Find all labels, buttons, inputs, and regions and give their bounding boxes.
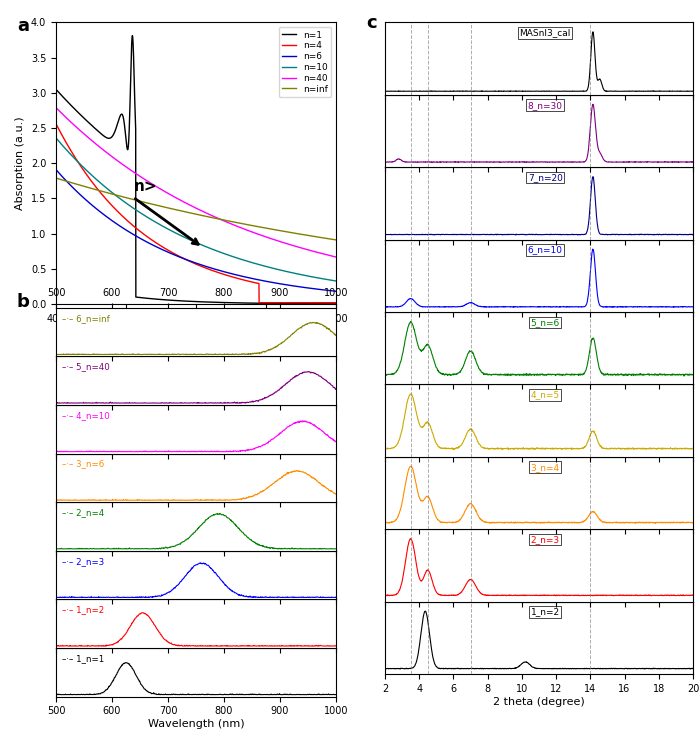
Text: –·– 3_n=6: –·– 3_n=6 [62,459,104,468]
n=4 [102,195,111,204]
n=4 [255,298,263,307]
n=10 [178,232,187,241]
Text: b: b [17,294,29,312]
Line: n=4: n=4 [56,124,336,303]
n=40 [332,252,340,261]
n=40 [52,103,60,112]
Text: 1_n=2: 1_n=2 [531,607,560,616]
Text: a: a [17,16,29,35]
n=10 [102,184,111,192]
n=6 [245,273,253,282]
n=6 [195,260,204,269]
Line: n=10: n=10 [56,138,336,281]
n=inf [245,220,253,229]
Text: 4_n=5: 4_n=5 [531,390,560,399]
n=6 [57,171,66,180]
X-axis label: Wavelength (nm): Wavelength (nm) [148,719,244,729]
n=inf [52,174,60,183]
n=6 [178,254,187,263]
Text: 7_n=20: 7_n=20 [528,173,563,182]
n=40 [314,248,322,257]
n=1 [245,299,253,308]
n=1 [314,300,322,309]
n=inf [332,235,340,244]
n=1 [332,300,340,309]
Line: n=inf: n=inf [56,178,336,240]
n=inf [178,207,187,216]
Legend: n=1, n=4, n=6, n=10, n=40, n=inf: n=1, n=4, n=6, n=10, n=40, n=inf [279,27,332,97]
n=4 [314,298,322,307]
Text: –·– 6_n=inf: –·– 6_n=inf [62,314,109,323]
Text: –·– 4_n=10: –·– 4_n=10 [62,411,109,420]
n=inf [57,175,66,184]
n=6 [314,285,322,294]
n=inf [314,232,322,241]
Text: 3_n=4: 3_n=4 [531,463,560,472]
n=4 [245,277,253,286]
Text: –·– 5_n=40: –·– 5_n=40 [62,363,109,372]
n=10 [245,257,253,266]
n=40 [195,205,204,214]
n=1 [195,297,204,306]
Text: 6_n=10: 6_n=10 [528,246,563,255]
n=4 [332,298,340,307]
n=10 [314,273,322,282]
Text: c: c [367,13,377,31]
n=1 [102,133,111,142]
Line: n=6: n=6 [56,169,336,291]
n=4 [195,261,204,270]
n=1 [52,85,60,94]
n=1 [57,91,66,100]
n=inf [195,210,204,219]
Text: –·– 2_n=3: –·– 2_n=3 [62,557,104,565]
n=1 [128,31,136,40]
n=6 [52,165,60,174]
Text: 8_n=30: 8_n=30 [528,100,563,109]
n=40 [102,148,111,157]
Text: –·– 1_n=2: –·– 1_n=2 [62,605,104,614]
X-axis label: 2 theta (degree): 2 theta (degree) [493,697,585,706]
n=10 [332,276,340,285]
Line: n=40: n=40 [56,108,336,257]
n=10 [57,139,66,148]
n=inf [102,188,111,197]
n=4 [52,119,60,128]
n=1 [178,297,187,306]
Text: n>: n> [134,180,158,195]
n=10 [52,133,60,142]
n=40 [245,226,253,235]
Text: –·– 1_n=1: –·– 1_n=1 [62,654,104,663]
Text: 2_n=3: 2_n=3 [531,535,560,544]
n=10 [195,240,204,249]
n=40 [178,197,187,206]
Line: n=1: n=1 [56,36,336,304]
Text: –·– 2_n=4: –·– 2_n=4 [62,508,104,517]
Text: MASnI3_cal: MASnI3_cal [519,28,570,37]
n=4 [57,130,66,139]
n=6 [332,287,340,296]
Y-axis label: Absorption (a.u.): Absorption (a.u.) [15,117,25,210]
n=40 [57,109,66,118]
X-axis label: Wavelength (nm): Wavelength (nm) [148,330,244,339]
Text: 5_n=6: 5_n=6 [531,318,560,327]
n=6 [102,212,111,221]
n=4 [178,253,187,262]
